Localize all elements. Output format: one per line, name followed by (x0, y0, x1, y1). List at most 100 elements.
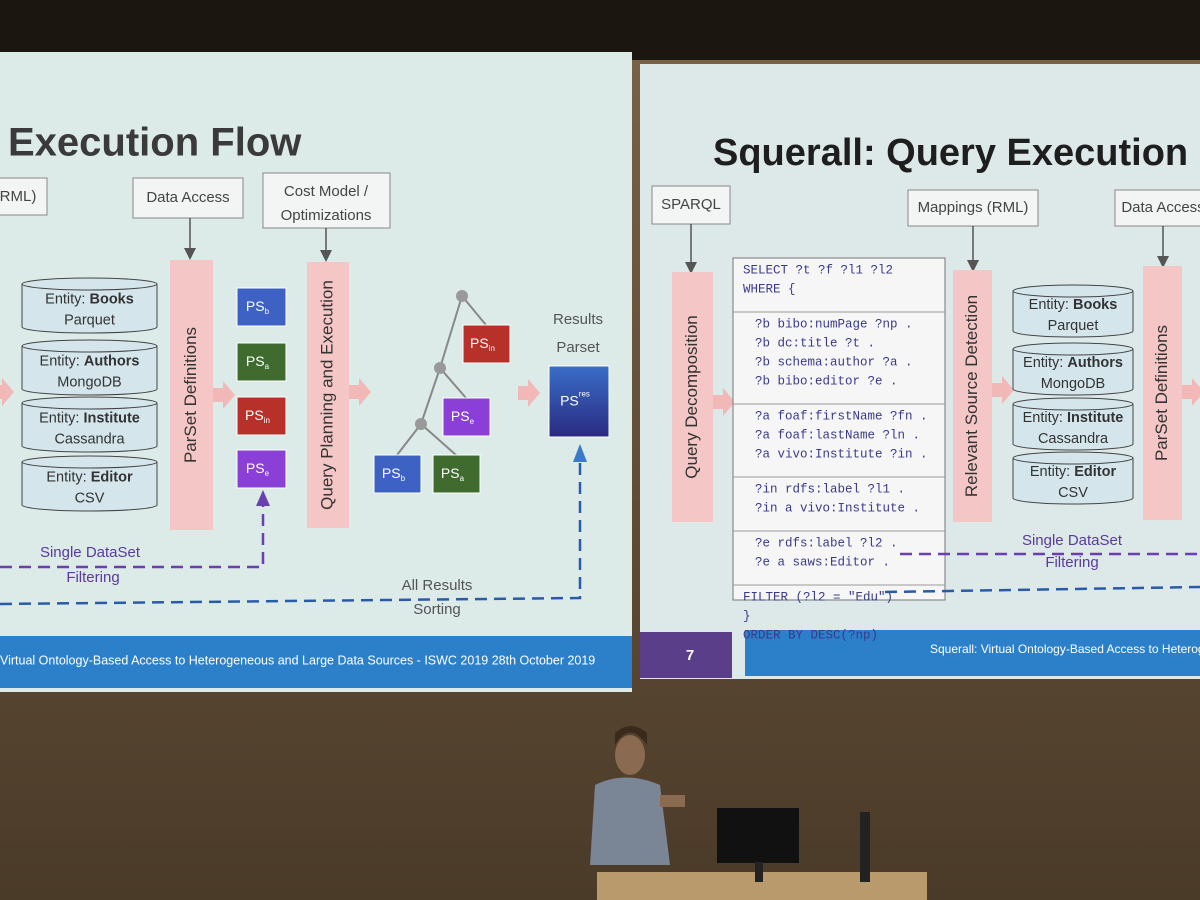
entity-format: MongoDB (57, 374, 121, 390)
stage-label: ParSet Definitions (181, 327, 200, 463)
code-line: ?e rdfs:label ?l2 . (755, 536, 898, 550)
code-line: ?b dc:title ?t . (755, 336, 875, 350)
parset-label: PSa (246, 353, 270, 371)
slide-title: Squerall: Query Execution F (713, 132, 1200, 174)
parset-name: PS (246, 460, 265, 476)
parset-box (373, 454, 422, 494)
database (21, 277, 158, 334)
parset-label: PSa (441, 465, 465, 483)
footer-text: Squerall: Virtual Ontology-Based Access … (930, 642, 1200, 656)
entity-label: Entity: Institute (39, 410, 140, 426)
tree-edge (439, 295, 463, 369)
parset-name: PS (560, 392, 579, 408)
stage-bar (307, 262, 349, 528)
page-number-bar (640, 632, 732, 678)
database (1012, 451, 1134, 505)
parset-sub: in (489, 344, 495, 353)
entity-label: Entity: Authors (1023, 355, 1123, 371)
entity-label: Entity: Books (1029, 297, 1118, 313)
entity-name: Authors (1067, 355, 1123, 371)
entity-prefix: Entity: (1023, 355, 1067, 371)
label: Cost Model / (284, 183, 369, 200)
label: Single DataSet (40, 544, 141, 561)
entity-prefix: Entity: (1023, 410, 1067, 426)
tree-edge (420, 423, 457, 456)
parset-name: PS (245, 407, 264, 423)
box (907, 189, 1039, 227)
code-line: ORDER BY DESC(?np) (743, 628, 878, 642)
stage-bar (1143, 266, 1182, 520)
parset-sub: e (470, 417, 475, 426)
entity-label: Entity: Editor (1030, 464, 1117, 480)
stage-label: Relevant Source Detection (962, 295, 981, 497)
flow-arrow (713, 388, 735, 416)
entity-format: CSV (1058, 485, 1088, 501)
entity-format: Cassandra (54, 431, 125, 447)
box (0, 177, 48, 216)
code-line: ?b schema:author ?a . (755, 355, 913, 369)
label: Parset (556, 339, 600, 356)
code-line: ?in rdfs:label ?l1 . (755, 482, 905, 496)
tree-edge (461, 295, 487, 326)
entity-prefix: Entity: (39, 410, 83, 426)
box (132, 177, 244, 219)
code-line: ?b bibo:numPage ?np . (755, 317, 913, 331)
ceiling (0, 0, 1200, 60)
tree-edge (439, 367, 467, 399)
tree-node (415, 418, 427, 430)
document-camera (860, 812, 870, 882)
parset-label: PSb (246, 298, 270, 316)
parset-label: PSe (451, 408, 475, 426)
label: Filtering (1045, 554, 1098, 571)
dashed-line (0, 502, 265, 569)
flow-arrow (0, 378, 14, 406)
parset-sub: b (265, 307, 270, 316)
code-line: ?a vivo:Institute ?in . (755, 447, 928, 461)
code-line: SELECT ?t ?f ?l1 ?l2 (743, 263, 893, 277)
database (21, 339, 158, 396)
label: Single DataSet (1022, 532, 1123, 549)
stage-label: ParSet Definitions (1152, 325, 1171, 461)
label: All Results (402, 577, 473, 594)
parset-sup: res (579, 390, 590, 399)
parset-label: PSb (382, 465, 406, 483)
parset-label: PSin (470, 335, 495, 353)
arrow-head (256, 490, 270, 506)
parset-name: PS (470, 335, 489, 351)
stage-label: Query Planning and Execution (317, 280, 336, 510)
flow-arrow (518, 379, 540, 407)
flow-arrow (992, 376, 1014, 404)
tree-edge (420, 367, 441, 425)
stage-bar (672, 272, 713, 522)
slides-content: Execution Flow RML) Data Access Cost Model … (0, 121, 1200, 667)
entity-name: Institute (83, 410, 139, 426)
code-line: ?e a saws:Editor . (755, 555, 890, 569)
dashed-line (0, 460, 582, 606)
parset-label: PSres (560, 390, 590, 409)
tree-node (434, 362, 446, 374)
entity-prefix: Entity: (46, 469, 90, 485)
entity-name: Books (90, 291, 134, 307)
code-line: WHERE { (743, 282, 796, 296)
entity-prefix: Entity: (1030, 464, 1074, 480)
label: SPARQL (661, 196, 721, 213)
left-footer-bar (0, 636, 632, 688)
entity-format: CSV (75, 490, 105, 506)
tree-node (456, 290, 468, 302)
box (262, 172, 391, 229)
entity-label: Entity: Editor (46, 469, 133, 485)
label: Mappings (RML) (918, 199, 1029, 216)
monitor-stand (755, 862, 763, 882)
speaker (590, 726, 685, 865)
entity-name: Authors (84, 353, 140, 369)
label: Filtering (66, 569, 119, 586)
code-line: ?a foaf:lastName ?ln . (755, 428, 920, 442)
stage-bar (953, 270, 992, 522)
entity-format: Parquet (64, 312, 115, 328)
entity-label: Entity: Institute (1023, 410, 1124, 426)
parset-sub: e (265, 469, 270, 478)
label: Results (553, 311, 603, 328)
parset-name: PS (441, 465, 460, 481)
flow-arrow (1182, 378, 1200, 406)
